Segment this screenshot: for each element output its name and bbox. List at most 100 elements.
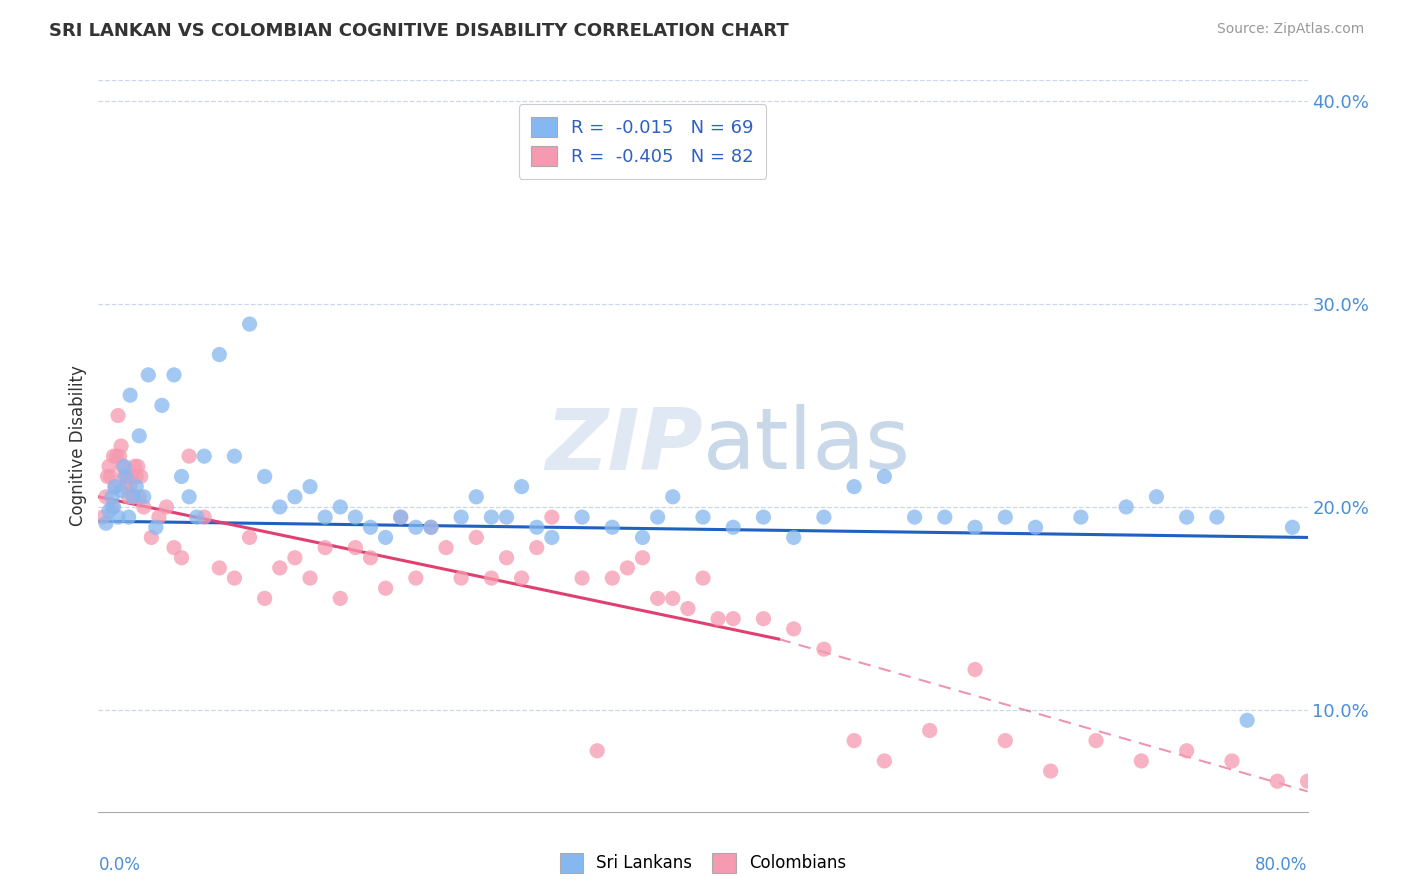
- Point: [224, 449, 246, 463]
- Point: [114, 480, 136, 494]
- Point: [269, 561, 291, 575]
- Point: [692, 510, 714, 524]
- Point: [526, 541, 548, 555]
- Point: [104, 480, 127, 494]
- Point: [844, 733, 866, 747]
- Text: 0.0%: 0.0%: [98, 855, 141, 873]
- Point: [122, 490, 145, 504]
- Point: [107, 510, 129, 524]
- Legend: R =  -0.015   N = 69, R =  -0.405   N = 82: R = -0.015 N = 69, R = -0.405 N = 82: [519, 104, 766, 179]
- Point: [186, 510, 208, 524]
- Point: [98, 504, 121, 518]
- Point: [208, 347, 231, 362]
- Point: [299, 571, 322, 585]
- Point: [132, 490, 155, 504]
- Point: [103, 500, 125, 514]
- Point: [602, 520, 624, 534]
- Point: [510, 480, 533, 494]
- Point: [314, 510, 336, 524]
- Point: [450, 571, 472, 585]
- Point: [125, 469, 148, 483]
- Point: [344, 510, 367, 524]
- Point: [124, 459, 146, 474]
- Point: [586, 744, 609, 758]
- Point: [994, 733, 1017, 747]
- Point: [141, 530, 163, 544]
- Point: [115, 469, 138, 483]
- Point: [208, 561, 231, 575]
- Point: [540, 530, 562, 544]
- Point: [110, 439, 132, 453]
- Point: [112, 469, 135, 483]
- Point: [752, 510, 775, 524]
- Point: [616, 561, 638, 575]
- Text: SRI LANKAN VS COLOMBIAN COGNITIVE DISABILITY CORRELATION CHART: SRI LANKAN VS COLOMBIAN COGNITIVE DISABI…: [49, 22, 789, 40]
- Point: [1175, 744, 1198, 758]
- Point: [661, 591, 683, 606]
- Point: [540, 510, 562, 524]
- Point: [105, 449, 128, 463]
- Point: [813, 642, 835, 657]
- Point: [374, 530, 396, 544]
- Point: [269, 500, 291, 514]
- Point: [661, 490, 683, 504]
- Point: [110, 483, 132, 498]
- Point: [1220, 754, 1243, 768]
- Point: [631, 550, 654, 565]
- Point: [179, 490, 201, 504]
- Point: [752, 612, 775, 626]
- Point: [1115, 500, 1137, 514]
- Point: [934, 510, 956, 524]
- Point: [707, 612, 730, 626]
- Point: [101, 490, 124, 504]
- Point: [495, 510, 517, 524]
- Point: [450, 510, 472, 524]
- Point: [602, 571, 624, 585]
- Point: [239, 530, 262, 544]
- Point: [360, 550, 382, 565]
- Point: [150, 398, 173, 412]
- Point: [1281, 520, 1303, 534]
- Point: [420, 520, 443, 534]
- Point: [965, 663, 987, 677]
- Point: [1146, 490, 1168, 504]
- Point: [510, 571, 533, 585]
- Point: [100, 469, 122, 483]
- Point: [481, 571, 503, 585]
- Text: Source: ZipAtlas.com: Source: ZipAtlas.com: [1216, 22, 1364, 37]
- Point: [465, 530, 488, 544]
- Point: [108, 449, 131, 463]
- Point: [98, 459, 121, 474]
- Point: [103, 449, 125, 463]
- Point: [1024, 520, 1046, 534]
- Point: [253, 591, 276, 606]
- Point: [193, 510, 215, 524]
- Point: [1070, 510, 1092, 524]
- Text: atlas: atlas: [703, 404, 911, 488]
- Point: [170, 550, 193, 565]
- Point: [136, 368, 159, 382]
- Point: [239, 317, 262, 331]
- Point: [145, 520, 167, 534]
- Point: [120, 388, 142, 402]
- Point: [148, 510, 170, 524]
- Point: [122, 490, 145, 504]
- Point: [844, 480, 866, 494]
- Point: [1085, 733, 1108, 747]
- Point: [647, 591, 669, 606]
- Point: [904, 510, 927, 524]
- Point: [1206, 510, 1229, 524]
- Point: [571, 571, 593, 585]
- Point: [918, 723, 941, 738]
- Point: [723, 520, 745, 534]
- Point: [96, 469, 118, 483]
- Point: [104, 480, 127, 494]
- Point: [193, 449, 215, 463]
- Point: [389, 510, 412, 524]
- Point: [118, 510, 141, 524]
- Point: [405, 571, 427, 585]
- Point: [465, 490, 488, 504]
- Point: [179, 449, 201, 463]
- Point: [344, 541, 367, 555]
- Point: [1236, 714, 1258, 728]
